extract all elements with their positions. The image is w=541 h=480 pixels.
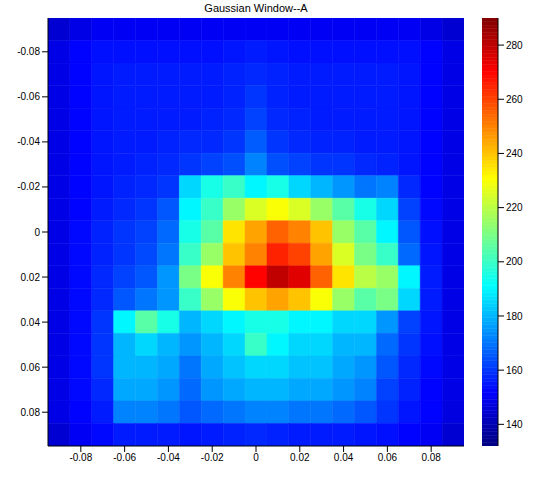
svg-text:-0.02: -0.02 <box>201 452 224 463</box>
svg-text:200: 200 <box>506 256 523 267</box>
svg-text:0: 0 <box>253 452 259 463</box>
svg-text:260: 260 <box>506 94 523 105</box>
svg-text:0.08: 0.08 <box>421 452 441 463</box>
svg-text:180: 180 <box>506 311 523 322</box>
svg-text:0.06: 0.06 <box>21 362 41 373</box>
svg-text:-0.04: -0.04 <box>17 136 40 147</box>
svg-text:0: 0 <box>34 227 40 238</box>
svg-text:0.04: 0.04 <box>334 452 354 463</box>
svg-text:-0.04: -0.04 <box>157 452 180 463</box>
svg-text:140: 140 <box>506 419 523 430</box>
svg-text:0.02: 0.02 <box>21 272 41 283</box>
svg-text:220: 220 <box>506 202 523 213</box>
svg-text:240: 240 <box>506 148 523 159</box>
svg-text:0.02: 0.02 <box>290 452 310 463</box>
svg-text:0.06: 0.06 <box>378 452 398 463</box>
svg-text:-0.08: -0.08 <box>17 46 40 57</box>
svg-text:0.04: 0.04 <box>21 317 41 328</box>
svg-text:160: 160 <box>506 365 523 376</box>
svg-text:280: 280 <box>506 40 523 51</box>
svg-text:-0.02: -0.02 <box>17 181 40 192</box>
svg-text:-0.06: -0.06 <box>113 452 136 463</box>
svg-text:-0.08: -0.08 <box>69 452 92 463</box>
svg-text:-0.06: -0.06 <box>17 91 40 102</box>
html-text:Gaussian Window--A: Gaussian Window--A <box>204 2 308 14</box>
svg-text:0.08: 0.08 <box>21 407 41 418</box>
